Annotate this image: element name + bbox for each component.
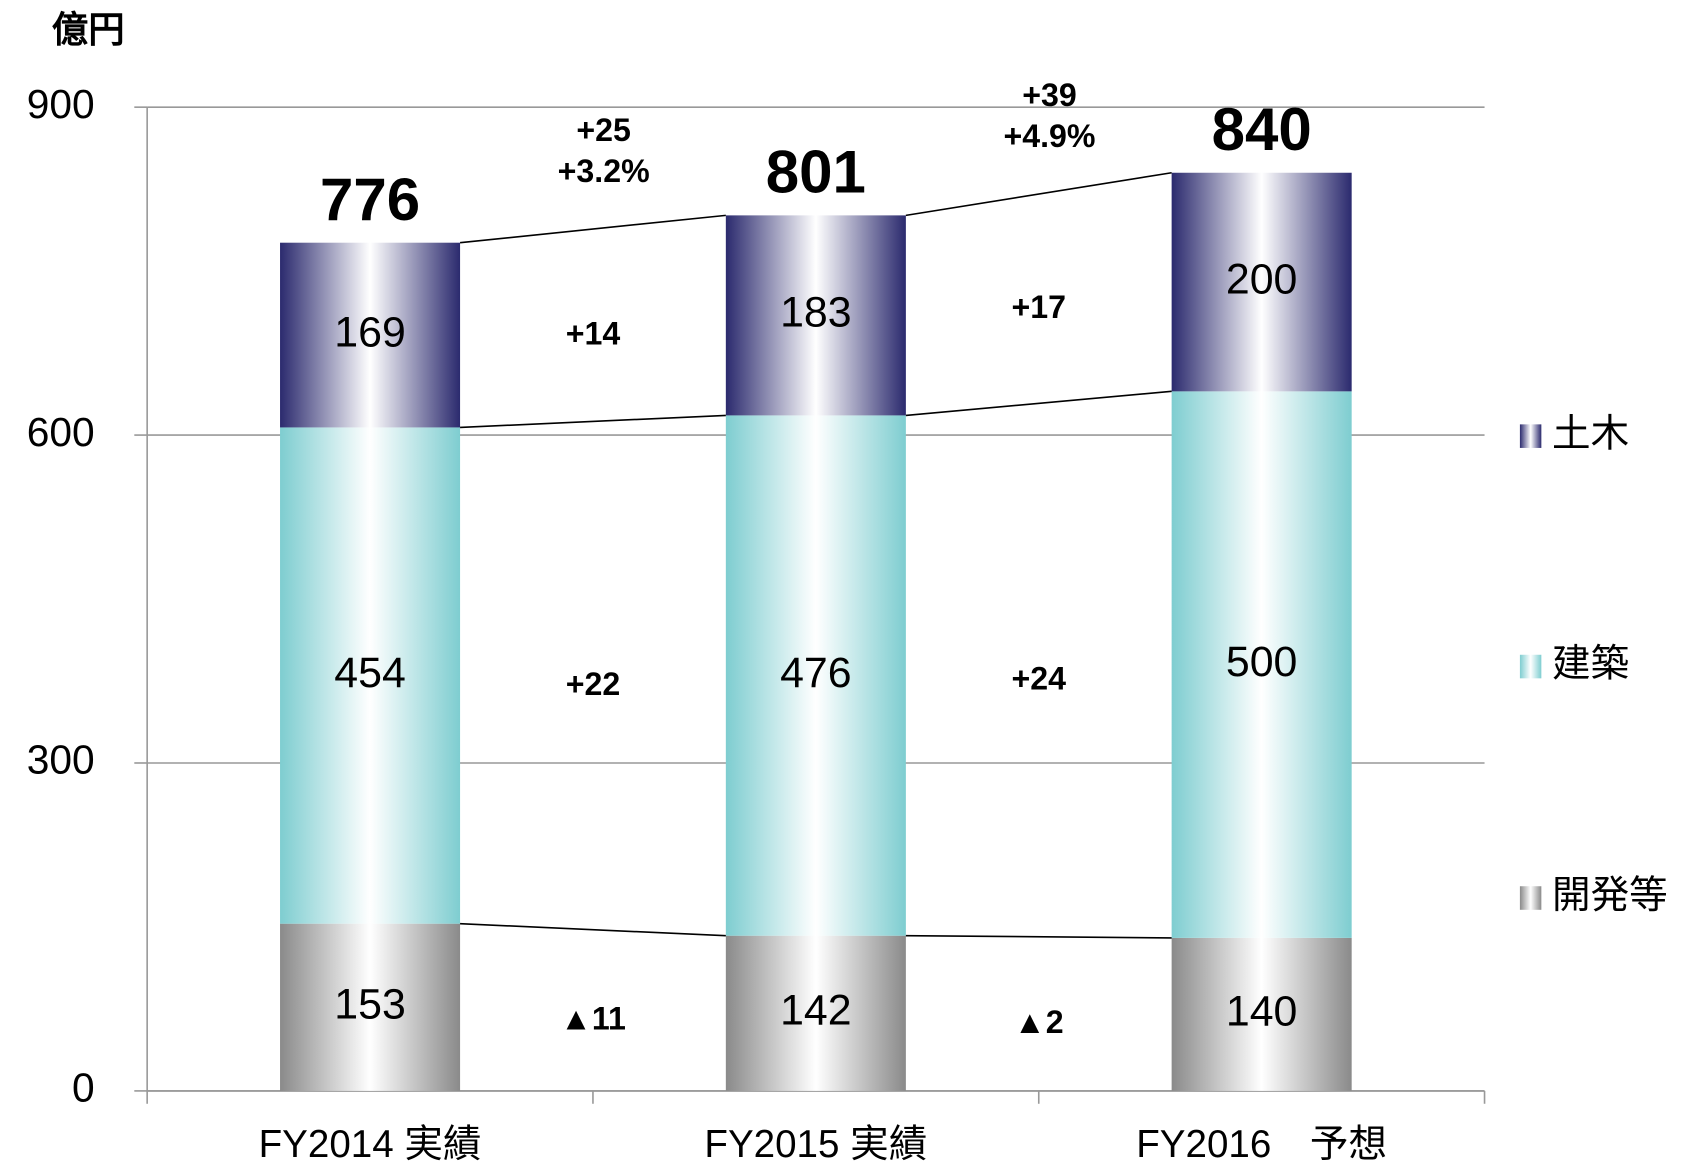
segment-label: 142 <box>780 987 852 1035</box>
connector <box>460 414 726 429</box>
connector <box>905 390 1172 417</box>
total-label: 840 <box>1212 96 1312 163</box>
segment-label: 500 <box>1226 638 1298 686</box>
total-change-pct: +3.2% <box>558 153 650 189</box>
connector <box>905 934 1172 939</box>
segment-label: 140 <box>1226 988 1298 1036</box>
bar-segment <box>1171 937 1352 1091</box>
y-tick-label: 300 <box>27 737 95 783</box>
total-change: +39 <box>1022 77 1076 113</box>
y-tick-label: 900 <box>27 81 95 127</box>
segment-label: 183 <box>780 289 852 337</box>
total-change: +25 <box>576 112 630 148</box>
total-change-pct: +4.9% <box>1003 118 1095 154</box>
segment-label: 476 <box>780 649 852 697</box>
legend-swatch <box>1519 424 1542 448</box>
total-label: 776 <box>320 166 420 233</box>
change-label: +22 <box>566 666 620 702</box>
y-unit: 億円 <box>52 9 125 50</box>
bar-segment <box>725 415 906 936</box>
legend-swatch <box>1519 886 1542 910</box>
connector <box>460 922 726 937</box>
bar-segment <box>725 215 906 416</box>
bar-segment <box>280 242 461 428</box>
connector <box>905 171 1172 217</box>
x-tick-label: FY2014 実績 <box>259 1123 482 1166</box>
bar-segment <box>1171 391 1352 938</box>
bar-segment <box>725 935 906 1091</box>
segment-label: 454 <box>334 649 406 697</box>
change-label: +17 <box>1012 289 1067 325</box>
x-tick-label: FY2015 実績 <box>704 1123 927 1166</box>
legend-label: 建築 <box>1552 643 1629 686</box>
legend-label: 開発等 <box>1552 874 1668 917</box>
change-label: ▲11 <box>560 1001 626 1037</box>
segment-label: 169 <box>334 308 406 356</box>
total-label: 801 <box>766 139 866 206</box>
bar-segment <box>1171 172 1352 392</box>
segment-label: 153 <box>334 981 406 1029</box>
y-tick-label: 0 <box>72 1065 95 1111</box>
legend-swatch <box>1519 654 1542 679</box>
bar-segment <box>280 427 461 924</box>
x-tick-label: FY2016 予想 <box>1136 1123 1387 1166</box>
bar-segment <box>280 923 461 1091</box>
segment-label: 200 <box>1226 255 1298 303</box>
change-label: +24 <box>1012 660 1067 696</box>
legend-label: 土木 <box>1552 412 1629 455</box>
change-label: ▲2 <box>1014 1004 1064 1040</box>
connector <box>459 214 726 244</box>
change-label: +14 <box>566 315 621 351</box>
y-tick-label: 600 <box>27 409 95 455</box>
